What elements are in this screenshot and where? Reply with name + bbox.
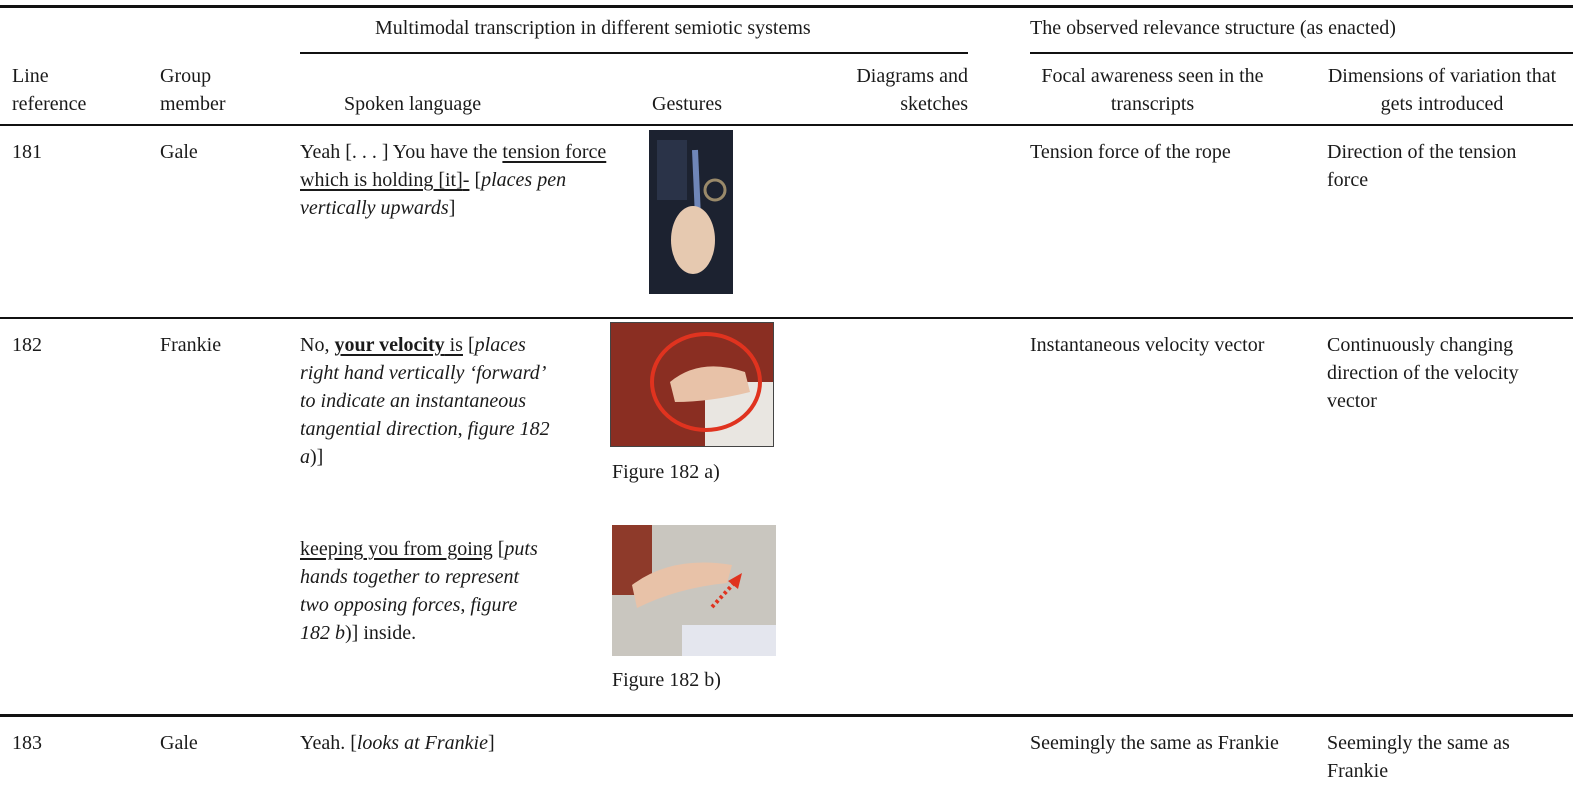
header-rule	[0, 124, 1573, 126]
text: ]	[448, 197, 456, 219]
column-header: Diagrams and sketches	[856, 65, 968, 115]
top-rule	[0, 5, 1573, 8]
text: [	[462, 334, 475, 356]
spoken: No, your velocity is [places right hand …	[300, 331, 558, 471]
member: Frankie	[160, 334, 222, 356]
group-header: Multimodal transcription in different se…	[375, 17, 811, 39]
focal: Instantaneous velocity vector	[1030, 334, 1265, 356]
column-header: Group member	[160, 65, 226, 115]
spoken: keeping you from going [puts hands toget…	[300, 535, 540, 647]
row-rule	[0, 714, 1573, 717]
text: puts hands together to represent two opp…	[300, 538, 538, 616]
text: figure 182 b	[300, 594, 518, 644]
text: )] inside.	[345, 622, 417, 644]
text: [	[474, 169, 482, 191]
member: Gale	[160, 141, 198, 163]
figure-caption: Figure 182 b)	[612, 669, 721, 691]
column-header: Focal awareness seen in the transcripts	[1041, 65, 1264, 115]
line-ref: 181	[12, 141, 42, 163]
gesture-image	[649, 130, 733, 294]
text: your velocity	[334, 334, 445, 356]
figure-caption: Figure 182 a)	[612, 461, 720, 483]
focal: Tension force of the rope	[1030, 141, 1231, 163]
column-header: Line reference	[12, 65, 87, 115]
dimensions: Direction of the tension force	[1327, 141, 1517, 191]
text: [	[492, 538, 505, 560]
text: Yeah [. . . ] You have the	[300, 141, 503, 163]
text: ,	[460, 594, 471, 616]
row-rule	[0, 317, 1573, 319]
group-rule	[300, 52, 968, 54]
text: tension force which is holding [it]	[300, 141, 607, 191]
text: ,	[457, 418, 468, 440]
line-ref: 182	[12, 334, 42, 356]
text: No,	[300, 334, 335, 356]
focal: Seemingly the same as Frankie	[1030, 732, 1279, 754]
line-ref: 183	[12, 732, 42, 754]
member: Gale	[160, 732, 198, 754]
text: places right hand vertically ‘forward’ t…	[300, 334, 545, 440]
group-header: The observed relevance structure (as ena…	[1030, 17, 1396, 39]
dimensions: Seemingly the same as Frankie	[1327, 732, 1510, 782]
spoken: Yeah. [looks at Frankie]	[300, 729, 630, 757]
text: Yeah. [	[300, 732, 357, 754]
dimensions: Continuously changing direction of the v…	[1327, 334, 1519, 412]
text: is	[444, 334, 463, 356]
text: places pen vertically upwards	[300, 169, 567, 219]
text: keeping you from going	[300, 538, 493, 560]
text: figure 182 a	[300, 418, 550, 468]
column-header: Gestures	[652, 93, 722, 115]
text: ]	[487, 732, 495, 754]
column-header: Dimensions of variation that gets introd…	[1327, 65, 1557, 115]
spoken: Yeah [. . . ] You have the tension force…	[300, 138, 632, 222]
gesture-image	[612, 525, 776, 656]
text: looks at Frankie	[356, 732, 488, 754]
text: )]	[310, 446, 324, 468]
column-header: Spoken language	[344, 93, 482, 115]
text: -	[462, 169, 470, 191]
gesture-image	[610, 322, 774, 447]
group-rule	[1030, 52, 1573, 54]
